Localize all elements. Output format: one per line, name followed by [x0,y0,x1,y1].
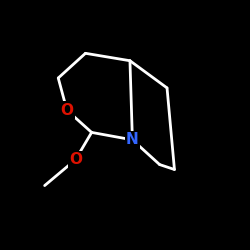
Text: O: O [60,103,74,118]
Text: O: O [69,152,82,167]
Text: N: N [126,132,139,147]
